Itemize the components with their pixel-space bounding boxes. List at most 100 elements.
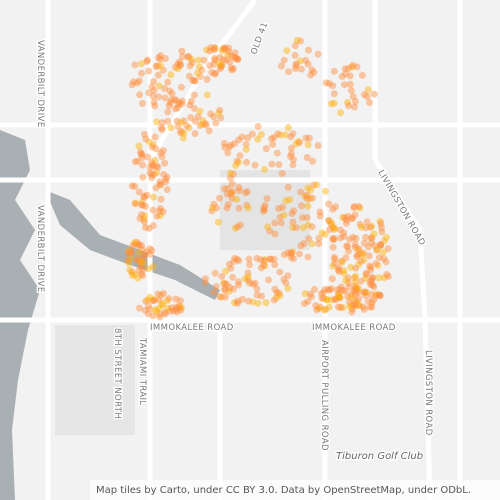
dot <box>215 194 223 202</box>
dot <box>233 195 241 203</box>
dot <box>329 234 337 242</box>
dot <box>156 310 164 318</box>
dot <box>155 82 163 90</box>
dot <box>217 63 225 71</box>
dot <box>337 109 345 117</box>
dot <box>178 127 186 135</box>
dot <box>316 212 324 220</box>
dot <box>307 186 315 194</box>
dot <box>184 53 192 61</box>
dot <box>284 183 292 191</box>
dot <box>222 267 230 275</box>
dot <box>165 102 173 110</box>
dot <box>346 303 354 311</box>
dot <box>354 289 362 297</box>
dot <box>361 288 369 296</box>
dot <box>303 191 311 199</box>
dot <box>270 296 278 304</box>
dot <box>215 109 223 117</box>
dot <box>360 305 368 313</box>
dot <box>131 182 139 190</box>
dot <box>368 277 376 285</box>
dot <box>332 295 340 303</box>
dot <box>135 249 143 257</box>
dot <box>154 71 162 79</box>
dot <box>136 91 144 99</box>
dot <box>235 204 243 212</box>
dot <box>297 188 305 196</box>
dot <box>283 47 291 55</box>
dot <box>341 287 349 295</box>
dot <box>155 296 163 304</box>
dot <box>133 256 141 264</box>
dot <box>342 219 350 227</box>
dot <box>351 296 359 304</box>
dot <box>344 247 352 255</box>
dot <box>128 81 136 89</box>
dot <box>313 306 321 314</box>
dot <box>287 133 295 141</box>
dot <box>357 257 365 265</box>
dot <box>157 181 165 189</box>
dot <box>301 290 309 298</box>
dot <box>351 274 359 282</box>
dot <box>359 250 367 258</box>
dot <box>137 256 145 264</box>
dot <box>305 235 313 243</box>
dot <box>150 98 158 106</box>
dot <box>368 274 376 282</box>
dot <box>355 285 363 293</box>
dot <box>131 271 139 279</box>
dot <box>221 45 229 53</box>
dots <box>124 36 392 321</box>
dot <box>263 195 271 203</box>
dot <box>289 130 297 138</box>
dot <box>164 117 172 125</box>
dot <box>251 161 259 169</box>
dot <box>303 154 311 162</box>
dot <box>355 301 363 309</box>
dot <box>125 247 133 255</box>
dot <box>211 44 219 52</box>
dot <box>290 207 298 215</box>
dot <box>176 129 184 137</box>
dot <box>225 143 233 151</box>
dot <box>223 280 231 288</box>
dot <box>138 99 146 107</box>
dot <box>322 305 330 313</box>
dot <box>375 291 383 299</box>
dot <box>177 304 185 312</box>
dot <box>166 87 174 95</box>
dot <box>153 169 161 177</box>
dot <box>293 36 301 44</box>
dot <box>355 260 363 268</box>
dot <box>166 99 174 107</box>
dot <box>234 55 242 63</box>
dot <box>310 181 318 189</box>
dot <box>158 126 166 134</box>
dot <box>347 87 355 95</box>
dot <box>172 303 180 311</box>
dot <box>302 134 310 142</box>
dot <box>163 173 171 181</box>
dot <box>340 229 348 237</box>
dot <box>203 91 211 99</box>
dot <box>280 251 288 259</box>
dot <box>266 255 274 263</box>
dot <box>146 163 154 171</box>
dot <box>322 187 330 195</box>
dot <box>304 184 312 192</box>
dot <box>349 214 357 222</box>
dot <box>172 295 180 303</box>
dot <box>336 285 344 293</box>
dot <box>211 54 219 62</box>
dot <box>248 130 256 138</box>
dot <box>220 56 228 64</box>
dot <box>178 47 186 55</box>
dot <box>161 85 169 93</box>
dot <box>343 216 351 224</box>
dot <box>153 307 161 315</box>
dot <box>217 62 225 70</box>
dot <box>340 266 348 274</box>
dot <box>308 66 316 74</box>
